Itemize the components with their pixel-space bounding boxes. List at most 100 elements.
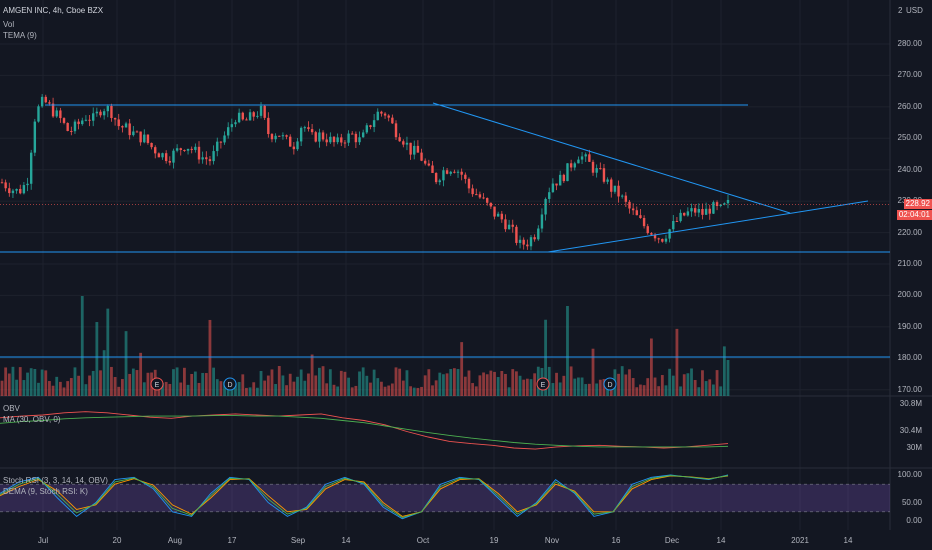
candle-body [493, 206, 496, 217]
stoch-band [0, 484, 890, 512]
volume-bar [263, 380, 267, 396]
volume-bar [361, 367, 365, 396]
stoch-rsi-legend[interactable]: Stoch RSI (3, 3, 14, 14, OBV) [3, 476, 108, 485]
volume-bar [248, 387, 252, 396]
candle-body [420, 152, 423, 161]
candle-body [372, 120, 376, 127]
candle-body [33, 121, 37, 153]
price-axis-label: 240.00 [897, 164, 922, 174]
candle-body [241, 112, 244, 120]
volume-bar [642, 385, 646, 396]
volume-bar [587, 383, 591, 396]
time-axis-label: Oct [416, 536, 430, 545]
candle-body [296, 141, 299, 150]
candle-body [617, 185, 620, 197]
candle-body [504, 219, 507, 230]
candle-body [132, 131, 135, 136]
time-axis-label: Dec [664, 536, 680, 545]
candle-body [507, 224, 511, 230]
candle-body [464, 174, 467, 179]
dema-legend[interactable]: DEMA (9, Stoch RSI: K) [3, 487, 88, 496]
candle-body [383, 113, 387, 116]
candle-body [186, 148, 190, 151]
candle-body [405, 142, 409, 145]
candle-body [190, 148, 193, 150]
candle-body [102, 111, 106, 116]
time-axis-label: 16 [611, 536, 621, 545]
candle-body [602, 168, 606, 182]
volume-bar [624, 374, 628, 396]
volume-bar [482, 372, 485, 396]
candle-body [219, 141, 223, 143]
trendline-descending [432, 102, 791, 214]
volume-bar [719, 386, 723, 396]
candle-body [340, 137, 343, 143]
volume-bar [617, 373, 620, 396]
candle-body [697, 208, 701, 213]
volume-bar [120, 379, 124, 396]
volume-bar [376, 378, 380, 396]
candle-body [478, 194, 482, 198]
candle-body [580, 156, 584, 160]
volume-legend[interactable]: Vol [3, 20, 15, 29]
candle-body [613, 185, 617, 192]
obv-ma-legend[interactable]: MA (30, OBV, 0) [3, 415, 61, 424]
currency-label[interactable]: USD [906, 6, 923, 15]
price-axis-label: 170.00 [897, 384, 922, 394]
candle-body [223, 135, 226, 143]
time-axis-label: 17 [227, 536, 237, 545]
tema-legend[interactable]: TEMA (9) [3, 31, 37, 40]
candle-body [639, 215, 642, 219]
candle-body [51, 103, 55, 117]
volume-bar [91, 370, 95, 396]
volume-bar [412, 387, 416, 396]
candles [0, 94, 730, 251]
candle-body [48, 102, 51, 104]
volume-bar [704, 381, 708, 396]
volume-bar [343, 371, 347, 396]
candle-body [318, 132, 321, 142]
candle-body [591, 161, 595, 173]
candle-body [708, 208, 711, 214]
volume-bar [124, 331, 128, 396]
volume-bar [602, 379, 606, 396]
obv-legend[interactable]: OBV [3, 404, 20, 413]
candle-body [413, 145, 416, 155]
volume-bar [369, 382, 372, 396]
chart-title[interactable]: AMGEN INC, 4h, Cboe BZX [3, 6, 104, 15]
volume-bar [595, 383, 599, 396]
candle-body [128, 123, 131, 136]
event-marker-label: D [607, 382, 612, 389]
last-price-tag: 228.92 [903, 199, 932, 209]
trendlines[interactable] [0, 102, 890, 358]
volume-bar [288, 373, 292, 396]
candle-body [551, 183, 555, 193]
volume-bars [0, 296, 730, 396]
volume-bar [190, 373, 194, 396]
time-axis-label: 14 [341, 536, 351, 545]
candle-body [164, 153, 168, 162]
volume-bar [598, 379, 602, 396]
candle-body [533, 237, 536, 240]
volume-bar [223, 381, 226, 396]
volume-bar [398, 368, 402, 396]
candle-body [496, 213, 500, 217]
trendline-ascending [547, 200, 869, 253]
candle-body [332, 136, 336, 143]
candle-body [172, 150, 175, 163]
volume-bar [88, 375, 91, 396]
candle-body [59, 110, 62, 119]
candle-body [325, 139, 328, 143]
price-axis-label: 210.00 [897, 259, 922, 268]
candle-body [398, 137, 401, 142]
volume-bar [383, 386, 387, 396]
volume-bar [671, 375, 675, 396]
candle-body [44, 96, 47, 103]
volume-bar [350, 387, 354, 396]
candle-body [179, 148, 182, 150]
volume-bar [507, 387, 511, 396]
volume-bar [500, 370, 504, 396]
candle-body [154, 147, 157, 154]
candle-body [500, 213, 504, 220]
